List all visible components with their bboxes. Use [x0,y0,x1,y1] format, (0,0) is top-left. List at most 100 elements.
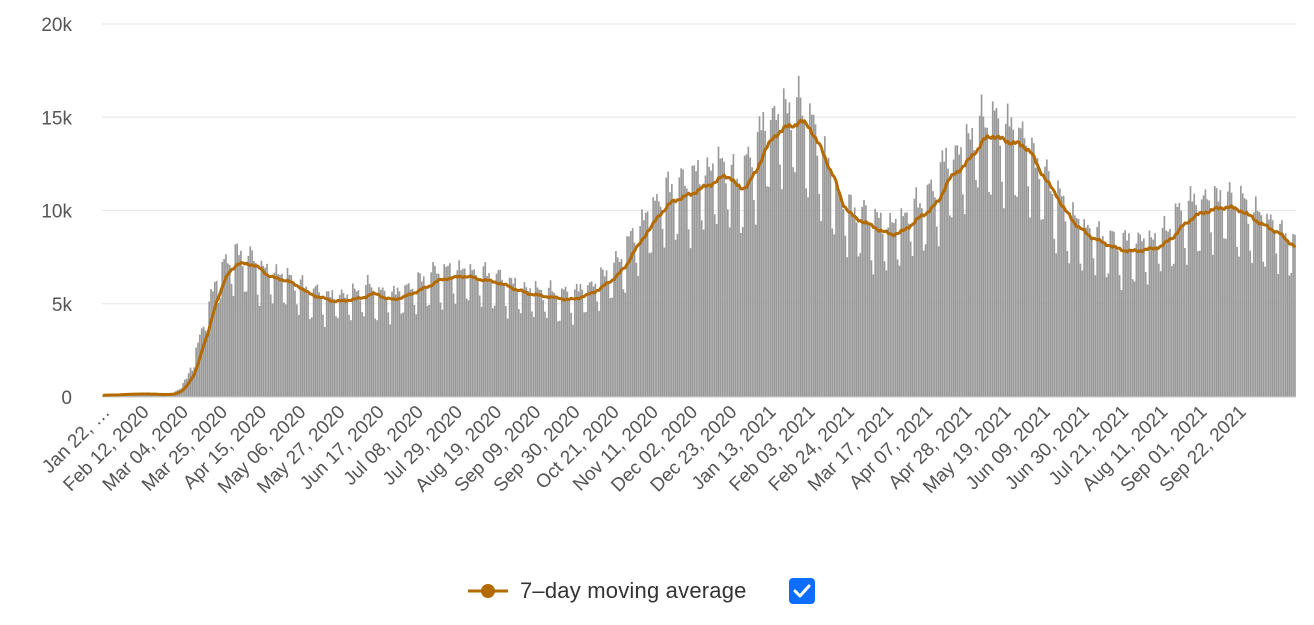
bar-daily-cases[interactable] [825,159,828,397]
bar-daily-cases[interactable] [794,172,796,397]
bar-daily-cases[interactable] [926,184,929,397]
bar-daily-cases[interactable] [1271,220,1274,397]
bar-daily-cases[interactable] [366,274,369,397]
bar-daily-cases[interactable] [1021,121,1024,398]
bar-daily-cases[interactable] [1040,219,1043,397]
bar-daily-cases[interactable] [456,270,459,397]
bar-daily-cases[interactable] [1116,250,1119,397]
bar-daily-cases[interactable] [316,284,319,397]
bar-daily-cases[interactable] [506,318,509,397]
bar-daily-cases[interactable] [1212,254,1214,397]
bar-daily-cases[interactable] [1083,219,1085,397]
bar-daily-cases[interactable] [439,302,442,397]
bar-daily-cases[interactable] [240,250,242,397]
bar-daily-cases[interactable] [1286,241,1289,397]
bar-daily-cases[interactable] [801,115,804,397]
bar-daily-cases[interactable] [264,267,266,397]
bar-daily-cases[interactable] [1204,189,1207,397]
bar-daily-cases[interactable] [995,108,998,397]
bar-daily-cases[interactable] [807,197,809,397]
bar-daily-cases[interactable] [1290,272,1293,397]
bar-daily-cases[interactable] [486,275,488,397]
bar-daily-cases[interactable] [1144,271,1147,397]
bar-daily-cases[interactable] [1198,250,1201,397]
bar-daily-cases[interactable] [654,200,656,397]
bar-daily-cases[interactable] [230,283,233,397]
bar-daily-cases[interactable] [715,223,718,397]
bar-daily-cases[interactable] [676,233,679,397]
bar-daily-cases[interactable] [624,292,627,397]
bar-daily-cases[interactable] [1161,227,1164,397]
bar-daily-cases[interactable] [1249,250,1252,397]
bar-daily-cases[interactable] [314,286,317,397]
bar-daily-cases[interactable] [1032,143,1035,397]
bar-daily-cases[interactable] [587,285,589,397]
bar-daily-cases[interactable] [628,236,630,397]
bar-daily-cases[interactable] [1228,182,1231,397]
bar-daily-cases[interactable] [952,159,955,397]
bar-daily-cases[interactable] [932,191,934,397]
bar-daily-cases[interactable] [1062,195,1065,397]
bar-daily-cases[interactable] [449,263,451,397]
bar-daily-cases[interactable] [329,297,332,397]
bar-daily-cases[interactable] [273,272,276,397]
bar-daily-cases[interactable] [967,133,970,397]
bar-daily-cases[interactable] [404,285,406,397]
bar-daily-cases[interactable] [1115,244,1117,397]
bar-daily-cases[interactable] [562,289,565,397]
bar-daily-cases[interactable] [1240,185,1242,397]
bar-daily-cases[interactable] [919,203,921,397]
bar-daily-cases[interactable] [954,145,957,397]
bar-daily-cases[interactable] [476,281,479,397]
bar-daily-cases[interactable] [1038,179,1041,397]
bar-daily-cases[interactable] [723,161,725,397]
bar-daily-cases[interactable] [538,289,541,397]
bar-daily-cases[interactable] [1268,219,1270,397]
bar-daily-cases[interactable] [719,158,722,397]
bar-daily-cases[interactable] [760,130,763,398]
bar-daily-cases[interactable] [700,220,703,397]
bar-daily-cases[interactable] [536,287,539,397]
bar-daily-cases[interactable] [1049,191,1052,397]
bar-daily-cases[interactable] [204,330,207,397]
bar-daily-cases[interactable] [212,291,214,397]
bar-daily-cases[interactable] [935,226,938,397]
bar-daily-cases[interactable] [663,247,666,397]
bar-daily-cases[interactable] [200,328,203,397]
bar-daily-cases[interactable] [351,283,354,397]
bar-daily-cases[interactable] [331,290,334,397]
bar-daily-cases[interactable] [833,234,835,397]
bar-daily-cases[interactable] [976,187,979,397]
bar-daily-cases[interactable] [693,165,696,397]
bar-daily-cases[interactable] [1122,232,1125,397]
bar-daily-cases[interactable] [1019,128,1022,397]
bar-daily-cases[interactable] [335,316,337,397]
bar-daily-cases[interactable] [921,208,923,397]
bar-daily-cases[interactable] [749,157,752,397]
bar-daily-cases[interactable] [437,273,440,397]
bar-daily-cases[interactable] [579,284,582,397]
bar-daily-cases[interactable] [372,290,375,397]
bar-daily-cases[interactable] [368,283,371,397]
bar-daily-cases[interactable] [1059,188,1061,398]
bar-daily-cases[interactable] [924,244,927,397]
bar-daily-cases[interactable] [219,298,222,397]
bar-daily-cases[interactable] [1225,238,1227,397]
bar-daily-cases[interactable] [518,308,520,397]
bar-daily-cases[interactable] [256,294,259,397]
bar-daily-cases[interactable] [713,214,716,397]
bar-daily-cases[interactable] [419,273,421,397]
bar-daily-cases[interactable] [193,367,196,397]
bar-daily-cases[interactable] [699,184,701,397]
bar-daily-cases[interactable] [853,207,856,397]
bar-daily-cases[interactable] [234,244,237,397]
bar-daily-cases[interactable] [585,311,587,397]
bar-daily-cases[interactable] [635,262,638,397]
bar-daily-cases[interactable] [861,206,863,397]
bar-daily-cases[interactable] [893,223,895,397]
bar-daily-cases[interactable] [223,258,225,397]
bar-daily-cases[interactable] [751,167,753,397]
bar-daily-cases[interactable] [337,318,339,397]
bar-daily-cases[interactable] [277,274,280,397]
bar-daily-cases[interactable] [829,169,832,397]
